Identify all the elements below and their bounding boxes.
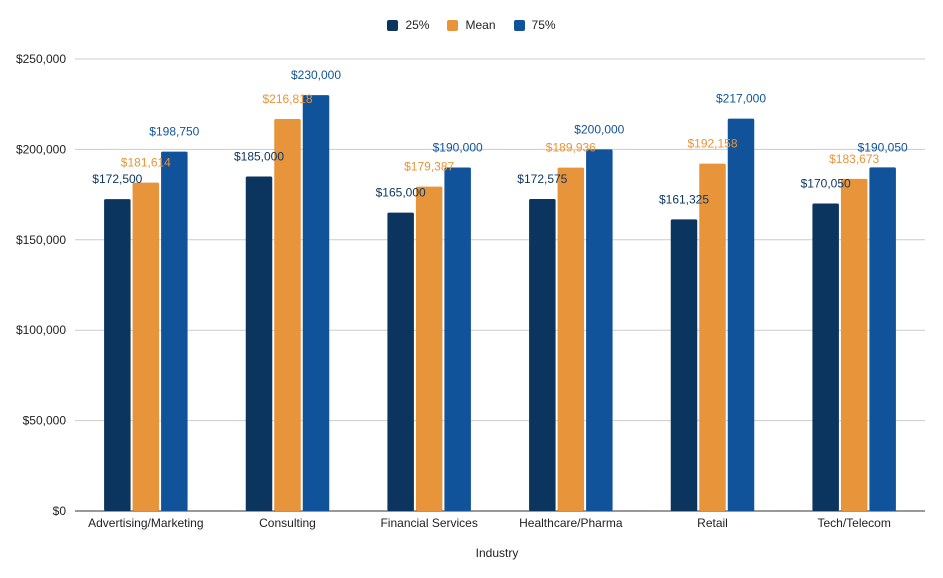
y-tick-label: $250,000: [16, 52, 66, 66]
bar[interactable]: [444, 167, 471, 512]
x-tick-label: Tech/Telecom: [817, 516, 890, 530]
bar[interactable]: [302, 95, 330, 511]
data-label: $216,818: [262, 92, 312, 106]
data-label: $189,936: [546, 141, 596, 155]
legend-swatch-25: [387, 19, 399, 31]
bar[interactable]: [840, 178, 868, 511]
data-label: $172,500: [92, 172, 142, 186]
bar[interactable]: [586, 149, 613, 511]
legend-label-mean: Mean: [465, 18, 496, 32]
y-tick-label: $100,000: [16, 323, 66, 337]
bar[interactable]: [869, 167, 896, 512]
bars: [104, 95, 896, 512]
data-label: $161,325: [659, 192, 709, 206]
data-label: $172,575: [517, 172, 567, 186]
x-tick-label: Financial Services: [380, 516, 477, 530]
y-tick-label: $0: [53, 504, 67, 518]
gridlines: [75, 58, 925, 512]
bar[interactable]: [529, 198, 556, 511]
x-tick-label: Consulting: [259, 516, 316, 530]
data-label: $217,000: [716, 92, 766, 106]
legend-label-75: 75%: [531, 18, 556, 32]
legend-item-75[interactable]: 75%: [513, 18, 556, 32]
legend-label-25: 25%: [405, 18, 430, 32]
data-label: $200,000: [574, 122, 624, 136]
bar[interactable]: [104, 199, 131, 511]
legend-swatch-mean: [447, 19, 459, 31]
y-axis: $0 $50,000 $100,000 $150,000 $200,000 $250,00…: [16, 52, 66, 518]
x-tick-label: Advertising/Marketing: [88, 516, 203, 530]
legend-swatch-75: [513, 19, 525, 31]
data-label: $230,000: [291, 68, 341, 82]
data-label: $181,614: [121, 156, 171, 170]
bar[interactable]: [557, 167, 585, 512]
x-axis: Advertising/Marketing Consulting Financial…: [88, 516, 891, 530]
data-label: $183,673: [829, 152, 879, 166]
bar[interactable]: [245, 176, 273, 511]
data-label: $198,750: [149, 125, 199, 139]
data-label: $192,158: [687, 137, 737, 151]
data-label: $179,387: [404, 160, 454, 174]
x-tick-label: Retail: [697, 516, 728, 530]
data-label: $165,000: [376, 186, 426, 200]
legend-item-25[interactable]: 25%: [387, 18, 429, 32]
y-tick-label: $150,000: [16, 233, 66, 247]
data-labels: $172,500 $181,614 $198,750 $185,000 $216,818…: [92, 68, 908, 206]
data-label: $190,000: [433, 140, 483, 154]
bar[interactable]: [699, 163, 726, 511]
data-label: $190,050: [858, 140, 908, 154]
x-tick-label: Healthcare/Pharma: [519, 516, 623, 530]
y-tick-label: $200,000: [16, 142, 66, 156]
bar[interactable]: [274, 118, 301, 512]
bar[interactable]: [415, 186, 443, 511]
legend-item-mean[interactable]: Mean: [447, 18, 496, 32]
bar[interactable]: [132, 182, 160, 511]
bar[interactable]: [670, 219, 698, 511]
bar[interactable]: [387, 212, 414, 511]
x-axis-title: Industry: [476, 546, 519, 560]
bar[interactable]: [727, 118, 755, 511]
bar[interactable]: [812, 203, 839, 511]
data-label: $185,000: [234, 150, 284, 164]
y-tick-label: $50,000: [23, 414, 67, 428]
chart-legend: 25% Mean 75%: [0, 18, 943, 32]
data-label: $170,050: [801, 177, 851, 191]
bar[interactable]: [161, 151, 188, 511]
